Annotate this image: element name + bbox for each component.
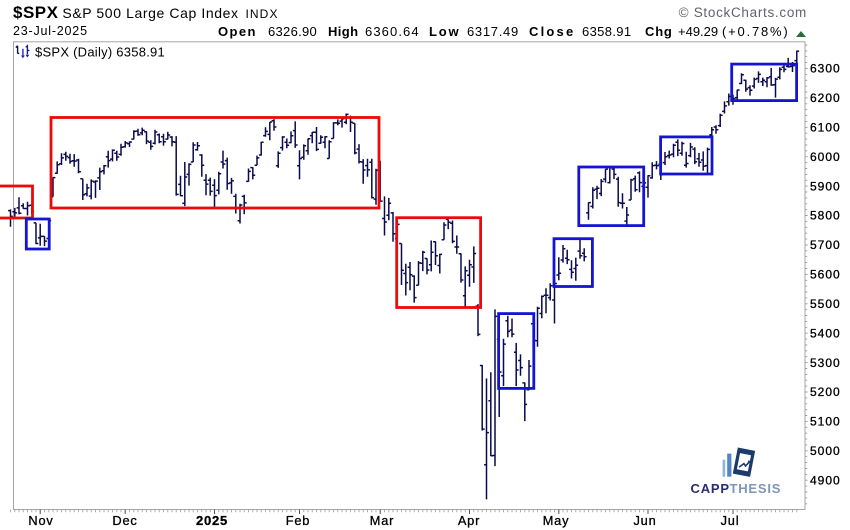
svg-text:4900: 4900: [810, 473, 841, 487]
svg-text:THESIS: THESIS: [730, 481, 782, 496]
svg-text:6000: 6000: [810, 150, 841, 164]
svg-text:Apr: Apr: [458, 513, 480, 528]
svg-text:5300: 5300: [810, 356, 841, 370]
svg-text:Mar: Mar: [370, 513, 394, 528]
svg-text:5500: 5500: [810, 297, 841, 311]
svg-text:5000: 5000: [810, 444, 841, 458]
svg-text:Nov: Nov: [28, 513, 53, 528]
svg-text:5600: 5600: [810, 268, 841, 282]
svg-text:$SPX (Daily) 6358.91: $SPX (Daily) 6358.91: [35, 45, 165, 60]
svg-text:CAPP: CAPP: [691, 481, 730, 496]
svg-text:5700: 5700: [810, 238, 841, 252]
svg-text:6300: 6300: [810, 62, 841, 76]
svg-text:5400: 5400: [810, 326, 841, 340]
svg-text:5800: 5800: [810, 209, 841, 223]
svg-text:5100: 5100: [810, 415, 841, 429]
svg-text:6200: 6200: [810, 91, 841, 105]
svg-text:Dec: Dec: [112, 513, 137, 528]
svg-text:5900: 5900: [810, 179, 841, 193]
svg-text:6100: 6100: [810, 121, 841, 135]
svg-text:Jun: Jun: [633, 513, 656, 528]
svg-text:Feb: Feb: [286, 513, 310, 528]
svg-text:May: May: [543, 513, 570, 528]
svg-text:2025: 2025: [196, 513, 228, 528]
svg-text:5200: 5200: [810, 385, 841, 399]
svg-text:Jul: Jul: [721, 513, 740, 528]
